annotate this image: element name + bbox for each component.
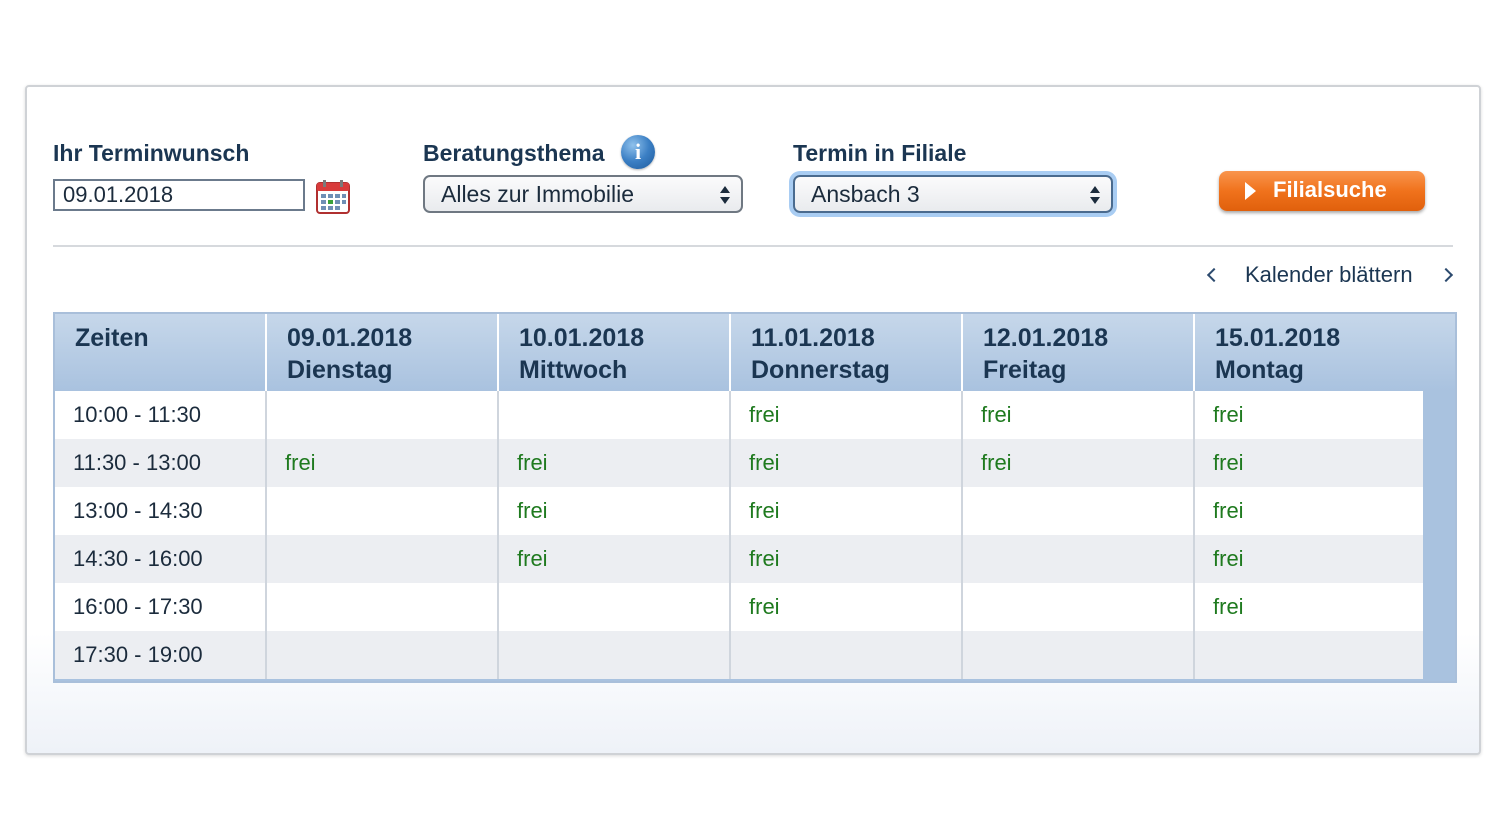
day-header-date: 12.01.2018	[983, 324, 1109, 352]
slot-cell[interactable]	[267, 583, 499, 631]
slot-cell[interactable]: frei	[731, 439, 963, 487]
branch-select[interactable]: Ansbach 3	[793, 175, 1113, 213]
branch-select-value: Ansbach 3	[811, 181, 920, 207]
wish-date-label: Ihr Terminwunsch	[53, 140, 250, 166]
slot-cell[interactable]	[963, 535, 1195, 583]
slot-cell[interactable]	[499, 631, 731, 679]
time-cell: 13:00 - 14:30	[55, 487, 267, 535]
table-row: 10:00 - 11:30 frei frei frei	[55, 391, 1423, 439]
day-header-weekday: Dienstag	[287, 356, 393, 384]
slot-cell[interactable]: frei	[731, 487, 963, 535]
times-header-label: Zeiten	[75, 324, 149, 352]
select-arrows-icon	[1090, 186, 1100, 204]
slot-cell[interactable]: frei	[731, 391, 963, 439]
slot-cell[interactable]: frei	[963, 391, 1195, 439]
branch-label: Termin in Filiale	[793, 140, 967, 166]
slot-cell[interactable]: frei	[731, 535, 963, 583]
day-header-weekday: Mittwoch	[519, 356, 628, 384]
slot-cell[interactable]	[267, 535, 499, 583]
day-header-weekday: Montag	[1215, 356, 1304, 384]
wish-date-input[interactable]: 09.01.2018	[53, 179, 305, 211]
slot-cell[interactable]: frei	[1213, 402, 1244, 427]
chevron-right-icon[interactable]	[1438, 267, 1454, 283]
calendar-icon[interactable]	[315, 179, 351, 215]
slot-cell[interactable]: frei	[1213, 498, 1244, 523]
branch-search-label: Filialsuche	[1273, 177, 1387, 202]
slot-cell[interactable]: frei	[499, 535, 731, 583]
play-arrow-icon	[1245, 182, 1256, 200]
appointment-panel: Ihr Terminwunsch 09.01.2018 Beratungsthe…	[25, 85, 1481, 755]
day-header-weekday: Freitag	[983, 356, 1067, 384]
day-header: 11.01.2018 Donnerstag	[731, 314, 963, 391]
slot-cell[interactable]	[963, 631, 1195, 679]
table-row: 11:30 - 13:00 frei frei frei frei frei	[55, 439, 1423, 487]
select-arrows-icon	[720, 186, 730, 204]
slot-cell[interactable]: frei	[731, 583, 963, 631]
day-header: 09.01.2018 Dienstag	[267, 314, 499, 391]
slot-cell[interactable]: frei	[1213, 450, 1244, 475]
topic-label: Beratungsthema	[423, 140, 605, 166]
slot-cell[interactable]: frei	[963, 439, 1195, 487]
time-cell: 14:30 - 16:00	[55, 535, 267, 583]
slot-cell[interactable]: frei	[1213, 546, 1244, 571]
day-header: 15.01.2018 Montag	[1195, 314, 1427, 391]
divider	[53, 245, 1453, 247]
time-cell: 16:00 - 17:30	[55, 583, 267, 631]
slot-cell[interactable]	[499, 583, 731, 631]
slot-cell[interactable]	[267, 631, 499, 679]
day-header: 10.01.2018 Mittwoch	[499, 314, 731, 391]
time-cell: 11:30 - 13:00	[55, 439, 267, 487]
slot-cell[interactable]	[963, 487, 1195, 535]
branch-search-button[interactable]: Filialsuche	[1219, 171, 1425, 211]
slot-cell[interactable]	[731, 631, 963, 679]
info-icon[interactable]: i	[621, 135, 655, 169]
slot-cell[interactable]	[267, 487, 499, 535]
day-header-date: 10.01.2018	[519, 324, 645, 352]
topic-select[interactable]: Alles zur Immobilie	[423, 175, 743, 213]
calendar-browse-label: Kalender blättern	[1245, 262, 1413, 287]
table-row: 17:30 - 19:00	[55, 631, 1423, 679]
day-header-date: 09.01.2018	[287, 324, 413, 352]
slot-cell[interactable]	[963, 583, 1195, 631]
table-header: Zeiten 09.01.2018 Dienstag 10.01.2018 Mi…	[55, 314, 1455, 391]
slot-cell[interactable]: frei	[499, 439, 731, 487]
slot-cell[interactable]	[267, 391, 499, 439]
table-row: 13:00 - 14:30 frei frei frei	[55, 487, 1423, 535]
slot-cell[interactable]	[1195, 631, 1423, 679]
appointment-table: Zeiten 09.01.2018 Dienstag 10.01.2018 Mi…	[53, 312, 1457, 683]
table-row: 16:00 - 17:30 frei frei	[55, 583, 1423, 631]
slot-cell[interactable]: frei	[267, 439, 499, 487]
slot-cell[interactable]: frei	[1213, 594, 1244, 619]
chevron-left-icon[interactable]	[1206, 267, 1222, 283]
time-cell: 17:30 - 19:00	[55, 631, 267, 679]
slot-cell[interactable]	[499, 391, 731, 439]
day-header-date: 11.01.2018	[751, 324, 875, 352]
day-header: 12.01.2018 Freitag	[963, 314, 1195, 391]
slot-cell[interactable]: frei	[499, 487, 731, 535]
time-cell: 10:00 - 11:30	[55, 391, 267, 439]
day-header-weekday: Donnerstag	[751, 356, 890, 384]
table-row: 14:30 - 16:00 frei frei frei	[55, 535, 1423, 583]
topic-select-value: Alles zur Immobilie	[441, 181, 634, 207]
day-header-date: 15.01.2018	[1215, 324, 1341, 352]
times-header: Zeiten	[55, 314, 267, 391]
